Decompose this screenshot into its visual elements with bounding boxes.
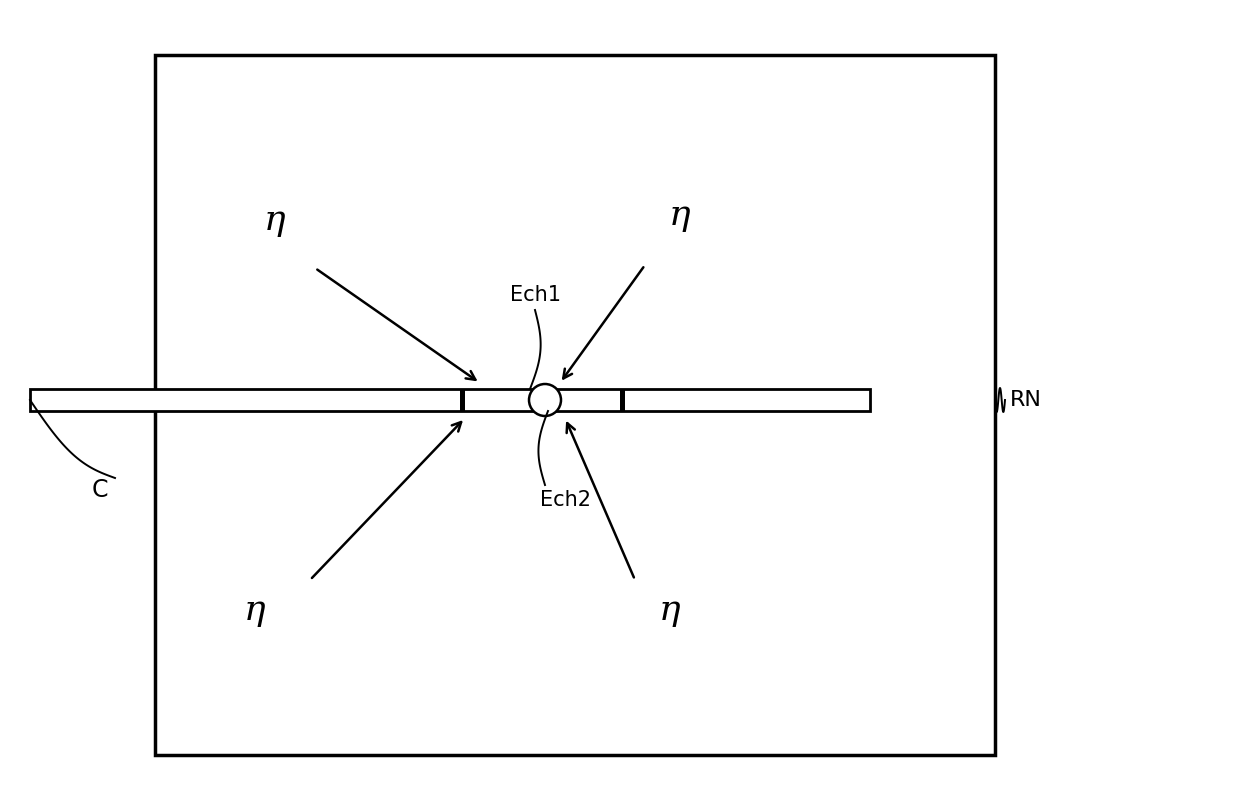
Text: η: η xyxy=(660,593,681,627)
Circle shape xyxy=(529,384,560,416)
Text: η: η xyxy=(244,593,265,627)
Bar xyxy=(460,389,465,411)
Text: Ech1: Ech1 xyxy=(510,285,560,305)
Text: C: C xyxy=(92,478,108,502)
Text: Ech2: Ech2 xyxy=(539,490,590,510)
Text: RN: RN xyxy=(1011,390,1042,410)
Text: η: η xyxy=(264,203,285,237)
Bar xyxy=(155,55,994,755)
Text: η: η xyxy=(670,198,691,232)
Bar xyxy=(30,389,870,411)
Bar xyxy=(620,389,625,411)
